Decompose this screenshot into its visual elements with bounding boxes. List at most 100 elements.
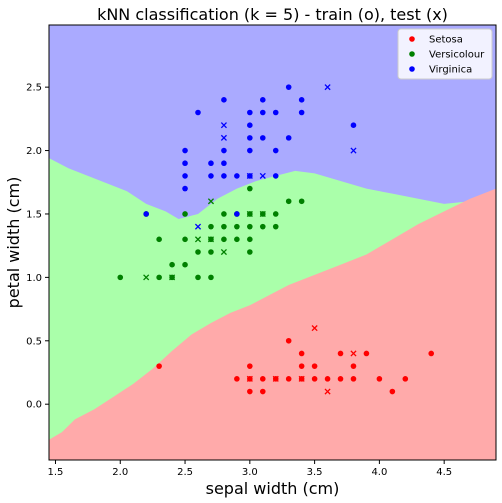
legend-marker-setosa <box>409 36 415 42</box>
test-point-virginica <box>220 134 227 141</box>
x-tick-label: 4.0 <box>371 467 387 478</box>
train-point-virginica <box>272 109 279 116</box>
legend-label-virginica: Virginica <box>429 65 472 76</box>
train-point-setosa <box>259 376 266 382</box>
train-point-virginica <box>247 109 253 116</box>
train-point-virginica <box>247 122 253 128</box>
train-point-virginica <box>221 173 227 179</box>
test-point-versicolour <box>207 198 215 205</box>
train-point-virginica <box>234 173 240 179</box>
x-tick-label: 4.5 <box>436 467 452 478</box>
test-point-setosa <box>298 375 305 382</box>
train-point-virginica <box>182 160 188 167</box>
legend-marker-virginica <box>409 66 415 72</box>
train-point-versicolour <box>117 274 124 281</box>
train-point-virginica <box>143 211 149 217</box>
x-tick-label: 3.5 <box>307 467 323 478</box>
x-tick-label: 1.5 <box>48 467 64 478</box>
legend-label-setosa: Setosa <box>429 35 463 46</box>
train-point-setosa <box>285 376 292 382</box>
train-point-virginica <box>247 135 253 141</box>
test-point-setosa <box>272 375 279 382</box>
train-point-setosa <box>311 376 318 382</box>
y-tick-label: 1.0 <box>26 273 42 284</box>
train-point-versicolour <box>195 249 201 255</box>
train-point-virginica <box>285 135 292 141</box>
plot-frame <box>48 24 497 461</box>
train-point-virginica <box>208 173 214 179</box>
test-point-setosa <box>324 388 331 395</box>
train-point-setosa <box>337 376 344 382</box>
train-point-versicolour <box>182 261 188 268</box>
y-tick-label: 0.5 <box>26 336 42 347</box>
train-point-virginica <box>298 109 305 116</box>
train-point-virginica <box>259 135 266 141</box>
x-axis-label: sepal width (cm) <box>206 479 340 498</box>
train-point-setosa <box>247 388 253 395</box>
train-point-virginica <box>285 84 292 90</box>
y-axis-ticks: 0.0 0.5 1.0 1.5 2.0 2.5 <box>26 83 49 411</box>
train-point-virginica <box>182 173 188 179</box>
train-point-versicolour <box>285 198 292 205</box>
train-point-versicolour <box>247 223 253 230</box>
train-point-setosa <box>428 350 435 357</box>
train-point-virginica <box>259 109 266 116</box>
test-point-versicolour <box>246 210 253 218</box>
legend-box <box>397 28 493 80</box>
train-point-versicolour <box>221 223 227 230</box>
train-point-virginica <box>234 211 240 217</box>
train-point-setosa <box>247 363 253 369</box>
test-point-versicolour <box>220 248 227 256</box>
train-point-versicolour <box>182 211 188 217</box>
test-point-versicolour <box>207 236 215 243</box>
train-point-versicolour <box>234 236 240 243</box>
train-point-versicolour <box>272 223 279 230</box>
test-point-virginica <box>324 84 331 91</box>
test-point-virginica <box>350 147 357 154</box>
legend-marker-versicolour <box>409 51 415 57</box>
train-point-setosa <box>389 388 396 395</box>
train-point-setosa <box>363 350 370 357</box>
train-point-versicolour <box>208 249 214 255</box>
region-setosa <box>49 188 496 460</box>
x-tick-label: 3.0 <box>242 467 258 478</box>
train-point-versicolour <box>156 274 162 281</box>
train-point-virginica <box>272 173 279 179</box>
train-point-versicolour <box>247 185 253 192</box>
train-point-setosa <box>285 337 292 344</box>
train-point-versicolour <box>208 274 214 281</box>
data-points <box>117 84 435 395</box>
x-tick-label: 2.0 <box>112 467 128 478</box>
train-point-virginica <box>221 97 227 103</box>
y-tick-label: 2.0 <box>26 146 42 157</box>
train-point-versicolour <box>259 223 266 230</box>
chart-title: kNN classification (k = 5) - train (o), … <box>97 5 448 24</box>
test-point-virginica <box>246 172 253 179</box>
train-point-versicolour <box>208 223 214 230</box>
x-tick-label: 2.5 <box>177 467 193 478</box>
legend: Setosa Versicolour Virginica <box>397 28 493 80</box>
train-point-versicolour <box>221 211 227 217</box>
train-point-virginica <box>182 147 188 154</box>
train-point-setosa <box>337 350 344 357</box>
train-point-setosa <box>350 376 357 382</box>
train-point-versicolour <box>221 236 227 243</box>
train-point-versicolour <box>195 274 201 281</box>
train-point-versicolour <box>272 211 279 217</box>
train-point-versicolour <box>298 198 305 205</box>
x-axis-ticks: 1.5 2.0 2.5 3.0 3.5 4.0 4.5 <box>48 460 452 478</box>
train-point-virginica <box>182 185 188 192</box>
train-point-setosa <box>234 376 240 382</box>
y-axis-label: petal width (cm) <box>4 177 23 309</box>
train-point-virginica <box>247 147 253 154</box>
train-point-setosa <box>298 350 305 357</box>
train-point-versicolour <box>247 249 253 255</box>
train-point-virginica <box>195 109 201 116</box>
test-point-versicolour <box>259 210 266 218</box>
test-point-versicolour <box>194 236 202 243</box>
y-tick-label: 0.0 <box>26 400 42 411</box>
train-point-versicolour <box>182 236 188 243</box>
train-point-versicolour <box>156 236 162 243</box>
train-point-versicolour <box>247 236 253 243</box>
